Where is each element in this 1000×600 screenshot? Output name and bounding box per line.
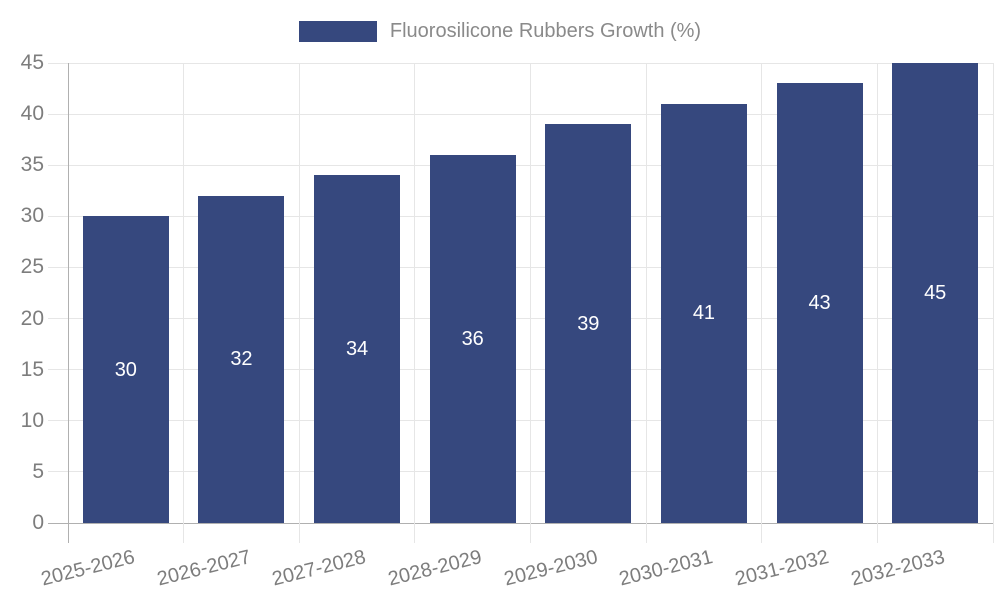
x-axis-tick-label: 2027-2028	[270, 546, 369, 591]
legend-item[interactable]: Fluorosilicone Rubbers Growth (%)	[0, 20, 1000, 43]
bar-2030-2031[interactable]	[660, 103, 747, 523]
gridline-vertical	[414, 63, 416, 543]
y-axis-tick-label: 15	[20, 357, 44, 381]
gridline-horizontal	[48, 369, 993, 371]
x-axis-tick-label: 2031-2032	[732, 546, 831, 591]
x-axis-tick-label: 2026-2027	[154, 546, 253, 591]
y-axis-tick-label: 25	[20, 255, 44, 279]
gridline-horizontal	[48, 62, 993, 64]
gridline-horizontal	[48, 266, 993, 268]
gridline-vertical	[761, 63, 763, 543]
bar-2026-2027[interactable]	[198, 195, 285, 523]
gridline-horizontal	[48, 113, 993, 115]
x-axis-tick-label: 2030-2031	[617, 546, 716, 591]
bar-2031-2032[interactable]	[776, 83, 863, 523]
y-axis-tick-label: 10	[20, 408, 44, 432]
y-axis-tick-label: 5	[32, 459, 44, 483]
gridline-vertical	[645, 63, 647, 543]
x-axis-tick-label: 2029-2030	[501, 546, 600, 591]
bar-2028-2029[interactable]	[429, 155, 516, 523]
gridline-horizontal	[48, 318, 993, 320]
bar-2025-2026[interactable]	[82, 216, 169, 523]
y-axis-tick-label: 35	[20, 153, 44, 177]
x-axis-tick-label: 2025-2026	[38, 546, 138, 591]
gridline-horizontal	[48, 215, 993, 217]
bar-2032-2033[interactable]	[892, 63, 979, 523]
y-axis-line	[67, 63, 69, 543]
y-axis-tick-label: 30	[20, 204, 44, 228]
gridline-horizontal	[48, 164, 993, 166]
y-axis-tick-label: 0	[32, 511, 44, 534]
bar-2029-2030[interactable]	[545, 124, 632, 523]
x-axis-tick-label: 2028-2029	[385, 546, 485, 591]
y-axis-tick-label: 40	[20, 102, 44, 126]
legend-swatch	[298, 21, 377, 42]
gridline-vertical	[530, 63, 531, 543]
bar-2027-2028[interactable]	[314, 175, 401, 523]
y-axis-tick-label: 20	[20, 306, 44, 330]
gridline-vertical	[876, 63, 878, 543]
legend-label: Fluorosilicone Rubbers Growth (%)	[389, 20, 702, 42]
y-axis-tick-label: 45	[20, 51, 44, 74]
gridline-vertical	[992, 63, 994, 543]
gridline-vertical	[298, 63, 300, 543]
x-axis-line	[48, 522, 993, 524]
gridline-vertical	[183, 63, 185, 543]
x-axis-tick-label: 2032-2033	[848, 546, 947, 591]
gridline-horizontal	[48, 471, 993, 473]
gridline-horizontal	[48, 420, 993, 422]
